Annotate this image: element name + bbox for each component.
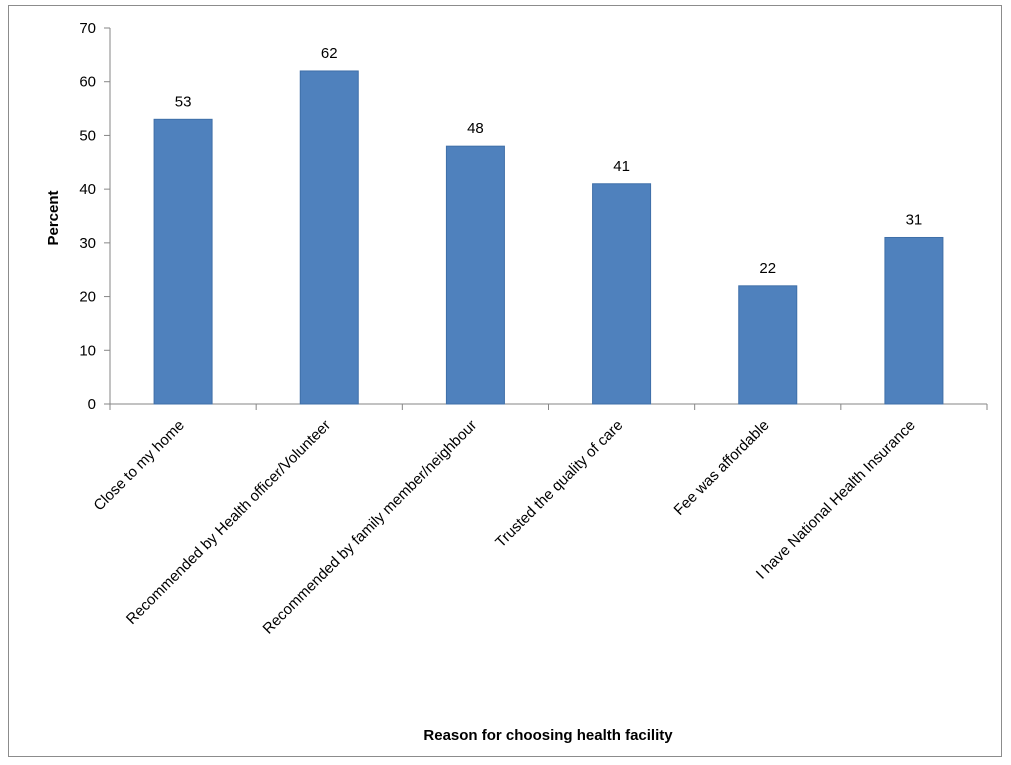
bar: [445, 145, 505, 405]
x-axis-title: Reason for choosing health facility: [423, 727, 673, 744]
bar: [299, 70, 359, 405]
bar: [884, 236, 944, 405]
y-tick-label: 50: [79, 127, 96, 144]
y-axis: 0 10 20 30 40 50 60 70: [79, 20, 111, 413]
bar: [153, 118, 213, 405]
bars: [153, 70, 944, 405]
y-tick-label: 60: [79, 74, 96, 91]
category-label: Fee was affordable: [671, 417, 773, 519]
category-label: Trusted the quality of care: [492, 417, 626, 551]
y-tick-label: 10: [79, 342, 96, 359]
category-label: Close to my home: [90, 417, 188, 515]
y-tick-label: 20: [79, 289, 96, 306]
bar: [592, 183, 652, 405]
value-labels: 53 62 48 41 22 31: [175, 45, 923, 277]
data-label: 22: [759, 260, 776, 277]
data-label: 41: [613, 158, 630, 175]
data-label: 48: [467, 120, 484, 137]
x-axis: [109, 403, 988, 410]
category-label: I have National Health Insurance: [753, 417, 919, 583]
y-axis-title: Percent: [45, 190, 62, 245]
data-label: 62: [321, 45, 338, 62]
data-label: 31: [906, 211, 923, 228]
y-tick-label: 0: [88, 396, 96, 413]
data-label: 53: [175, 93, 192, 110]
bar: [738, 285, 798, 405]
y-tick-label: 70: [79, 20, 96, 37]
y-tick-label: 30: [79, 235, 96, 252]
y-tick-label: 40: [79, 181, 96, 198]
